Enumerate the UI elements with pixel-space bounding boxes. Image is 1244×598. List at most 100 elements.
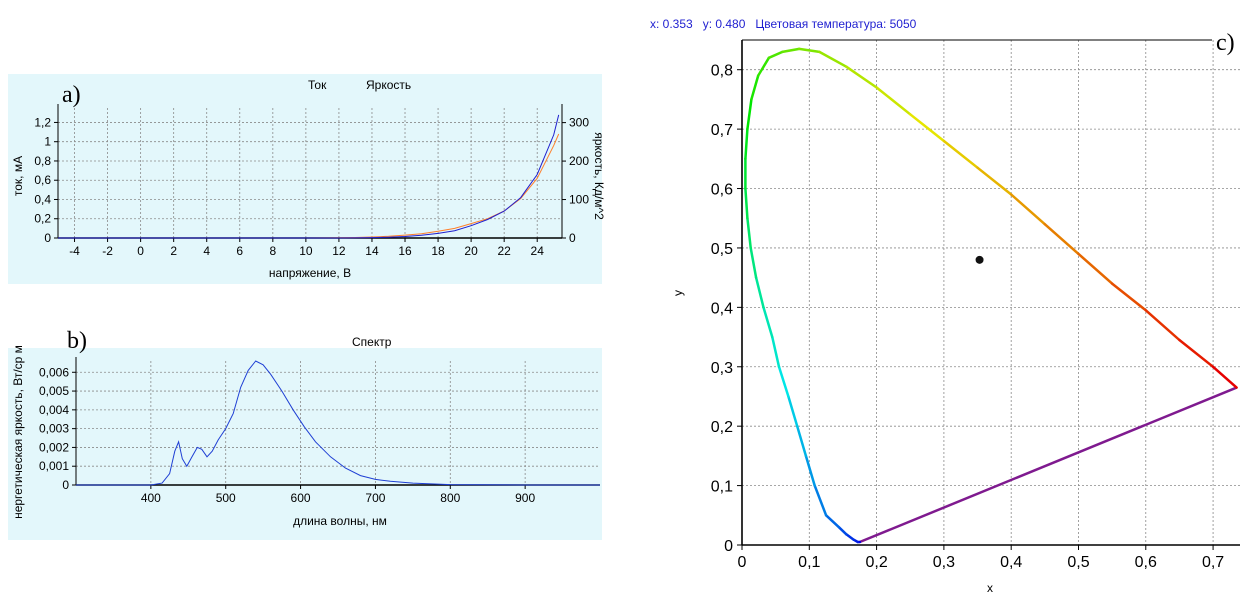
chart-b-x-label: длина волны, нм — [293, 514, 387, 528]
chart-b-x-tick-label: 900 — [515, 491, 535, 505]
chart-a-y-tick-label: 0,6 — [34, 173, 51, 187]
chart-a-x-tick-label: 6 — [236, 244, 243, 258]
chart-b-x-tick-label: 600 — [291, 491, 311, 505]
chart-b-y-tick-label: 0,005 — [39, 384, 69, 398]
chart-c-x-tick-label: 0,6 — [1135, 554, 1157, 571]
chart-a-x-tick-label: 16 — [398, 244, 412, 258]
chromaticity-readout: x: 0.353 y: 0.480 Цветовая температура: … — [650, 17, 917, 31]
chart-a-legend-current: Ток — [308, 78, 327, 92]
chart-b-y-label: нергетическая яркость, Вт/ср м — [11, 345, 25, 519]
chart-c-locus-segment — [1077, 252, 1114, 285]
chart-c-locus-segment — [1043, 222, 1080, 256]
chart-c-locus-segment — [744, 187, 749, 220]
chart-c-locus-segment — [824, 514, 841, 529]
chart-b-y-ticks: 0 0,001 0,002 0,003 0,004 0,005 0,006 — [39, 365, 76, 492]
chart-a-x-tick-label: 2 — [170, 244, 177, 258]
chromaticity-chart: x: 0.353 y: 0.480 Цветовая температура: … — [650, 17, 1240, 595]
chart-a-legend-brightness: Яркость — [366, 78, 411, 92]
chart-a-y2-tick-label: 100 — [569, 193, 589, 207]
chart-c-locus-segment — [837, 525, 848, 536]
chart-c-locus-segment — [754, 276, 765, 309]
chart-c-y-tick-label: 0,3 — [711, 360, 733, 377]
chart-c-locus-segment — [746, 216, 752, 250]
chart-c-locus-segment — [777, 365, 790, 398]
chart-c-y-tick-label: 0,7 — [711, 122, 733, 139]
chart-c-x-tick-label: 0,2 — [865, 554, 887, 571]
chart-a-y2-ticks: 0 100 200 300 — [562, 116, 589, 245]
chart-a-y2-tick-label: 300 — [569, 116, 589, 130]
chart-c-locus-segment — [750, 74, 760, 101]
chart-a-x-tick-label: -2 — [102, 244, 113, 258]
chart-a-x-tick-label: 24 — [531, 244, 545, 258]
chart-c-x-tick-label: 0,4 — [1000, 554, 1022, 571]
chart-c-y-label: y — [671, 290, 685, 296]
chart-c-locus-segment — [797, 47, 821, 54]
chart-a-x-label: напряжение, В — [269, 266, 351, 280]
chart-a-y-tick-label: 0,8 — [34, 154, 51, 168]
chart-c-locus-segment — [804, 454, 816, 487]
chart-c-y-tick-label: 0 — [724, 538, 733, 555]
chart-c-locus-segment — [767, 50, 784, 60]
chart-b-series — [76, 360, 600, 486]
chart-c-locus-segment — [781, 47, 801, 54]
chart-c-x-ticks: 0 0,1 0,2 0,3 0,4 0,5 0,6 0,7 — [738, 545, 1224, 571]
chart-b-y-tick-label: 0,004 — [39, 403, 69, 417]
panel-label-b: b) — [67, 328, 87, 354]
chart-c-locus-segment — [756, 56, 771, 77]
chart-b-x-ticks: 400 500 600 700 800 900 — [141, 485, 535, 505]
chart-c-x-label: x — [987, 581, 993, 595]
chart-a-x-ticks: -4 -2 0 2 4 6 8 10 12 14 16 18 20 22 24 — [69, 238, 544, 258]
chart-c-x-tick-label: 0,5 — [1067, 554, 1089, 571]
chart-c-series — [744, 47, 1238, 544]
chart-c-x-tick-label: 0,1 — [798, 554, 820, 571]
chart-b-x-tick-label: 800 — [440, 491, 460, 505]
chart-b-y-tick-label: 0 — [62, 478, 69, 492]
chart-a-x-tick-label: 0 — [137, 244, 144, 258]
chart-a-x-tick-label: 18 — [431, 244, 445, 258]
chart-a-series — [58, 114, 560, 239]
chart-c-purple-line — [859, 386, 1238, 544]
chart-b-x-tick-label: 400 — [141, 491, 161, 505]
chart-c-locus-segment — [762, 306, 774, 339]
chart-b-legend-spectrum: Спектр — [352, 335, 392, 349]
chart-c-locus-segment — [749, 246, 758, 279]
chart-a-y-tick-label: 0 — [44, 231, 51, 245]
chart-c-y-tick-label: 0,4 — [711, 300, 733, 317]
chart-b-x-tick-label: 500 — [216, 491, 236, 505]
chart-c-y-tick-label: 0,1 — [711, 479, 733, 496]
chart-a-y2-tick-label: 200 — [569, 154, 589, 168]
chart-c-locus-segment — [845, 65, 878, 89]
chart-b-x-tick-label: 700 — [365, 491, 385, 505]
chart-a-background — [8, 74, 602, 284]
chart-a-y2-tick-label: 0 — [569, 231, 576, 245]
chart-a-y-tick-label: 1,2 — [34, 115, 51, 129]
chart-c-locus-segment — [908, 113, 946, 143]
chart-a-x-tick-label: -4 — [69, 244, 80, 258]
chart-b-y-tick-label: 0,002 — [39, 440, 69, 454]
chart-c-y-ticks: 0 0,1 0,2 0,3 0,4 0,5 0,6 0,7 0,8 — [711, 63, 742, 555]
chart-a-x-tick-label: 4 — [203, 244, 210, 258]
chart-b-background — [8, 348, 602, 540]
panel-label-a: a) — [62, 82, 81, 108]
chart-c-locus-segment — [771, 335, 781, 369]
chart-c-y-tick-label: 0,5 — [711, 241, 733, 258]
current-brightness-chart: a) -4 -2 0 2 4 6 8 10 12 14 16 18 20 22 24 00,20,40,60… — [8, 74, 606, 284]
chart-c-locus-segment — [942, 139, 979, 169]
chart-a-y-tick-label: 0,4 — [34, 192, 51, 206]
chart-c-color-point — [975, 255, 984, 264]
chart-a-x-tick-label: 8 — [269, 244, 276, 258]
chart-c-y-tick-label: 0,6 — [711, 182, 733, 199]
chart-a-line-brightness — [58, 114, 560, 239]
chart-a-y-tick-label: 0,2 — [34, 212, 51, 226]
chart-c-grid — [741, 39, 1240, 546]
chart-c-locus-segment — [787, 395, 799, 428]
chart-c-locus-segment — [1144, 309, 1181, 342]
chart-c-y-tick-label: 0,2 — [711, 419, 733, 436]
chart-a-y-ticks: 0 0,2 0,4 0,6 0,8 1 1,2 — [34, 115, 58, 245]
spectrum-chart: b) 400 500 600 700 800 900 0 0,001 0,002 0,003 0,… — [8, 328, 602, 540]
chart-a-x-tick-label: 12 — [332, 244, 346, 258]
chart-a-x-tick-label: 14 — [365, 244, 379, 258]
chart-b-line-spectrum — [76, 360, 600, 486]
chart-a-x-tick-label: 10 — [299, 244, 313, 258]
chart-c-x-tick-label: 0,3 — [933, 554, 955, 571]
